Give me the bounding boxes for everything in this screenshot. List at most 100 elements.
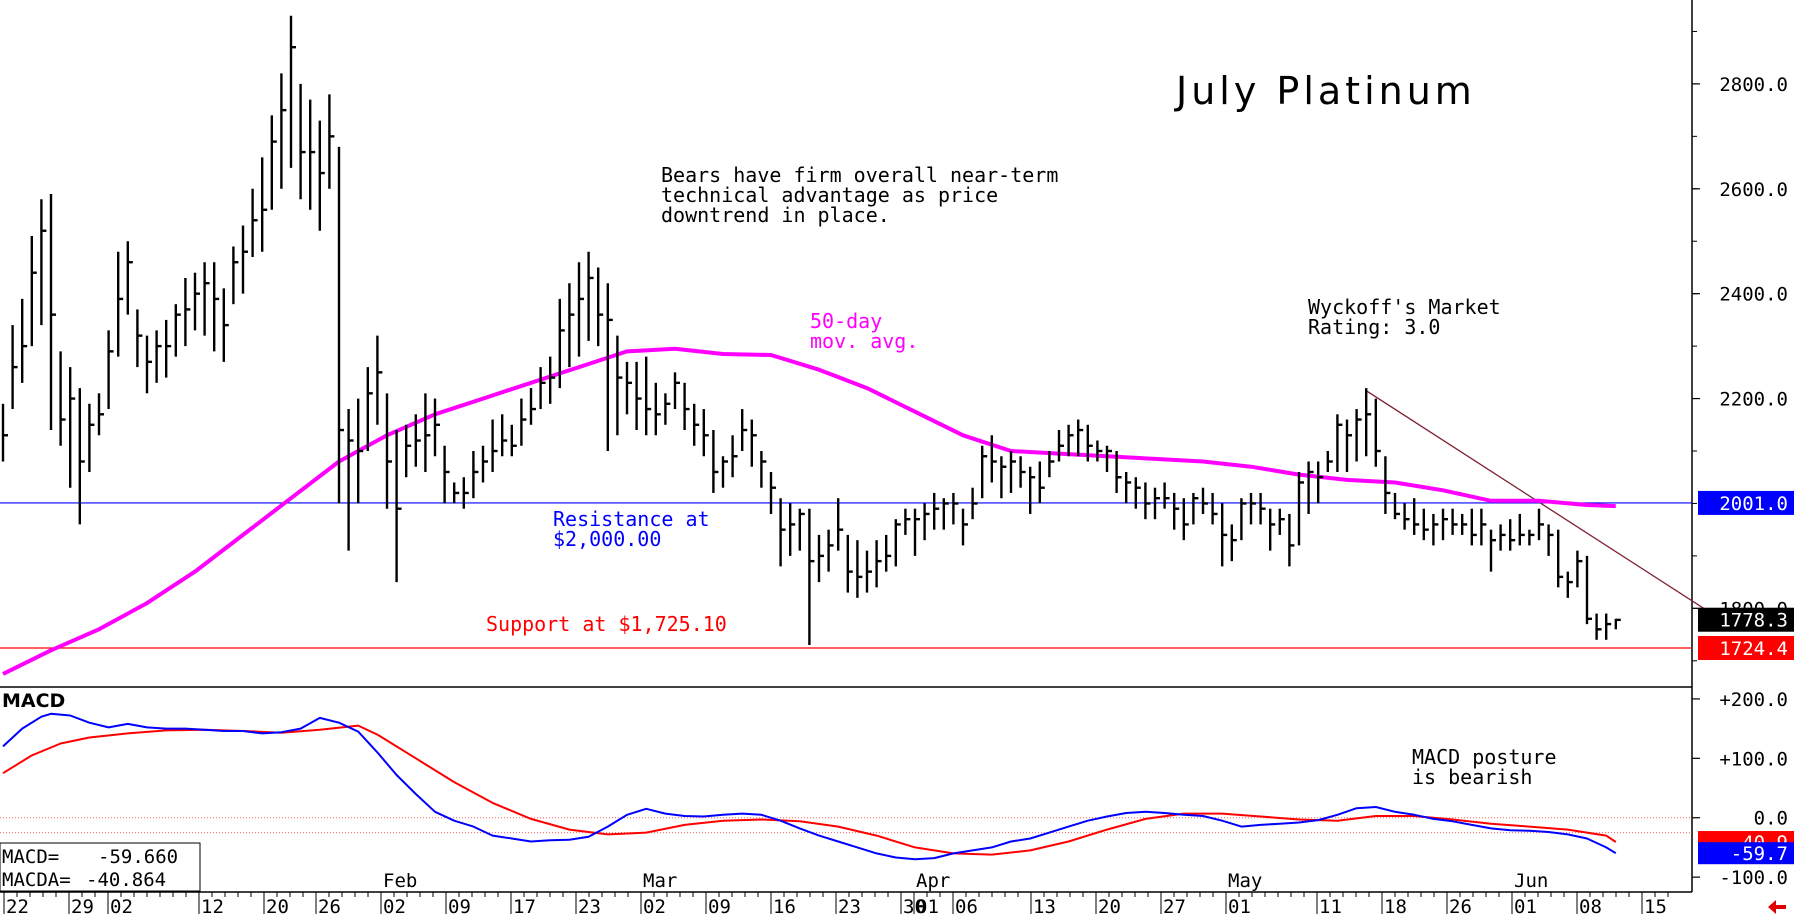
chart-title: July Platinum [1174, 69, 1476, 113]
price-bar [164, 319, 172, 378]
price-bar [798, 508, 805, 551]
price-bar [405, 424, 412, 478]
price-bar [1393, 492, 1400, 520]
price-tag: 1724.4 [1698, 635, 1794, 660]
date-tick-label: 02 [643, 896, 666, 918]
date-tick-label: 01 [1228, 896, 1251, 918]
price-bar [40, 199, 47, 326]
resistance-line-2: $2,000.00 [553, 527, 661, 551]
price-tag-label: 1778.3 [1719, 610, 1788, 632]
price-bar [885, 534, 892, 572]
price-bar [894, 519, 901, 567]
price-bar [731, 435, 738, 478]
macd-value-tag-label: -59.7 [1731, 843, 1788, 865]
price-bar [1230, 524, 1237, 562]
date-tick-label: 30 [903, 896, 926, 918]
price-bar [1604, 613, 1612, 640]
macd-lines [2, 712, 1617, 861]
macd-tick-label: +100.0 [1719, 748, 1788, 770]
date-tick-label: 27 [1163, 896, 1186, 918]
svg-text:MACDA= -40.864: MACDA= -40.864 [2, 869, 166, 891]
price-bar [971, 487, 978, 520]
price-tag-box [1698, 635, 1794, 660]
date-tick-label: 22 [6, 896, 29, 918]
price-bar [846, 534, 853, 593]
price-bar [1326, 451, 1333, 472]
date-tick-label: 02 [110, 896, 133, 918]
price-bar [1201, 487, 1208, 514]
moving-average-line [2, 346, 1616, 676]
month-label: Apr [916, 870, 950, 892]
price-tick-label: 2200.0 [1719, 389, 1788, 411]
price-bar [136, 309, 143, 368]
price-bar [1096, 440, 1103, 462]
price-bar [683, 382, 690, 431]
date-tick-label: 20 [1098, 896, 1121, 918]
date-tick-label: 06 [955, 896, 978, 918]
price-bar [88, 403, 95, 472]
price-bar [193, 272, 200, 331]
date-tick-label: 16 [773, 896, 796, 918]
price-bar [1, 403, 8, 462]
price-bar [539, 367, 546, 410]
price-bar [1067, 424, 1074, 457]
price-bar [1441, 508, 1448, 541]
macd-axis: +200.0 +100.0 0.0 -100.0 [1692, 689, 1788, 889]
ma-line-1: 50-day [810, 309, 882, 333]
price-bar [1470, 508, 1477, 546]
scroll-right-arrow-icon[interactable] [1768, 900, 1786, 914]
price-tag-box [1698, 607, 1794, 632]
price-bar [59, 351, 66, 446]
price-bar [1384, 456, 1391, 514]
price-bar [1086, 424, 1093, 462]
price-bar [107, 330, 114, 410]
macd-tick-label: 0.0 [1754, 808, 1788, 830]
price-bar [549, 356, 556, 404]
date-tick-label: 23 [838, 896, 861, 918]
price-bar [1585, 555, 1592, 625]
date-tick-label: 29 [71, 896, 94, 918]
price-bar [789, 503, 796, 556]
price-bar [1105, 445, 1112, 472]
macd-reference-lines [0, 817, 1692, 834]
price-bar [721, 456, 728, 488]
price-bar [1000, 456, 1007, 499]
price-bar [68, 367, 76, 488]
price-bar [241, 225, 248, 294]
price-bar [1211, 492, 1218, 525]
month-label: Mar [643, 870, 677, 892]
price-tag-label: 1724.4 [1719, 638, 1788, 660]
price-tick-label: 2600.0 [1719, 179, 1788, 201]
date-tick-label: 09 [708, 896, 731, 918]
macd-tick-label: +200.0 [1719, 689, 1788, 711]
price-bar [395, 430, 402, 583]
macda-readout-label: MACDA= [2, 869, 71, 891]
price-tag: 1778.3 [1698, 607, 1794, 632]
price-bar [961, 508, 968, 546]
price-bar [981, 445, 988, 499]
price-bar [1374, 398, 1381, 467]
price-bar [1153, 487, 1160, 520]
price-bar [1192, 492, 1199, 525]
svg-text:MACD= -59.660: MACD= -59.660 [2, 846, 178, 868]
price-bar [1307, 461, 1314, 514]
price-bar [1451, 508, 1458, 535]
price-bar [376, 335, 383, 425]
month-label: Feb [383, 870, 417, 892]
price-bar [568, 283, 575, 368]
macd-tick-label: -100.0 [1719, 867, 1788, 889]
price-bar [1048, 451, 1055, 478]
price-bar [501, 414, 508, 457]
bears-line-2: technical advantage as price [661, 183, 998, 207]
price-bar [357, 398, 364, 504]
date-tick-label: 20 [266, 896, 289, 918]
price-bar [1163, 482, 1170, 509]
price-bar [712, 430, 719, 493]
date-tick-label: 26 [318, 896, 341, 918]
price-bar [1172, 492, 1180, 530]
price-bar [1614, 618, 1621, 630]
price-bar [1009, 451, 1016, 493]
price-bar [337, 146, 344, 504]
